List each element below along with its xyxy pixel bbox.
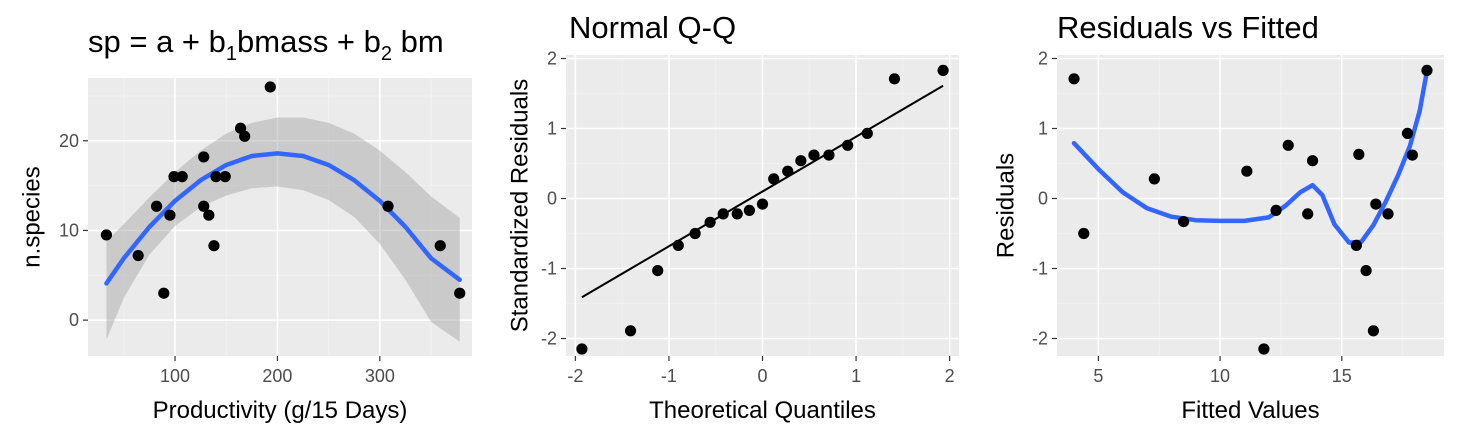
x-tick-label: 200 [262, 366, 292, 386]
y-tick-label: -2 [1032, 329, 1048, 349]
data-point [100, 229, 113, 241]
data-point [210, 171, 222, 183]
x-tick-label: 0 [757, 366, 767, 386]
data-point [1148, 173, 1160, 185]
x-axis-label: Productivity (g/15 Days) [153, 397, 408, 424]
data-point [1406, 149, 1418, 161]
data-point [1258, 343, 1270, 355]
y-axis-label: Residuals [993, 153, 1020, 258]
data-point [1360, 265, 1372, 277]
data-point [1382, 208, 1394, 220]
data-point [795, 155, 807, 167]
x-tick-label: 300 [365, 366, 395, 386]
data-point [861, 127, 873, 139]
panel-background [88, 78, 472, 356]
data-point [937, 64, 949, 76]
data-point [672, 239, 684, 251]
chart-panel-normal-qq: -2 -1 0 1 2 -2 -1 0 1 2 Theoretical Quantiles Stand… [507, 10, 959, 424]
data-point [1306, 155, 1319, 167]
x-tick-label: 2 [945, 366, 955, 386]
smooth-curve [1071, 68, 1430, 245]
y-tick-label: 0 [547, 189, 557, 209]
data-point [704, 216, 716, 228]
confidence-band [106, 117, 460, 342]
data-point [1401, 127, 1414, 139]
chart-title: Residuals vs Fitted [1057, 10, 1319, 45]
chart-title: Normal Q-Q [569, 10, 736, 45]
data-point [1370, 198, 1382, 210]
data-point [1078, 227, 1090, 240]
data-point [717, 208, 729, 220]
data-point [158, 287, 170, 299]
x-tick-label: 5 [1093, 366, 1103, 386]
data-point [1270, 204, 1282, 216]
data-point [151, 200, 163, 212]
data-point [239, 130, 251, 142]
data-point [454, 287, 466, 299]
data-point [1177, 216, 1190, 228]
fitted-curve [104, 151, 462, 286]
data-point [842, 139, 854, 151]
x-tick-label: 15 [1332, 366, 1352, 386]
data-point [198, 151, 210, 163]
x-axis-label: Fitted Values [1181, 397, 1319, 424]
y-tick-label: 2 [1038, 49, 1048, 69]
y-tick-label: 0 [69, 310, 79, 330]
data-point [168, 171, 180, 183]
data-point [624, 325, 637, 337]
data-point [1353, 148, 1365, 160]
data-point [1367, 325, 1380, 337]
y-axis-label: Standardized Residuals [507, 79, 534, 333]
reference-line [581, 84, 944, 299]
data-point [823, 149, 835, 161]
data-point [1421, 64, 1433, 76]
data-point [1068, 73, 1080, 85]
x-axis-label: Theoretical Quantiles [649, 397, 876, 424]
data-point [264, 81, 276, 93]
y-tick-label: 2 [547, 49, 557, 69]
data-point [576, 343, 588, 355]
y-tick-label: 10 [59, 220, 79, 240]
y-tick-label: 1 [547, 119, 557, 139]
x-tick-label: 100 [160, 366, 190, 386]
data-point [382, 200, 394, 212]
y-tick-label: -1 [1032, 259, 1048, 279]
chart-panel-productivity: 100 200 300 0 10 20 Productivity (g/15 Days) n.… [19, 24, 472, 424]
data-point [731, 208, 743, 220]
data-point [434, 240, 446, 252]
y-tick-label: 0 [1038, 189, 1048, 209]
data-point [756, 198, 769, 210]
x-tick-label: 10 [1210, 366, 1230, 386]
data-point [768, 173, 780, 185]
data-point [1350, 239, 1362, 251]
data-point [782, 165, 794, 177]
chart-title: sp = a + b1bmass + b2 bm [88, 24, 444, 65]
data-point [888, 73, 901, 85]
data-point [208, 240, 220, 252]
y-tick-label: 1 [1038, 119, 1048, 139]
chart-panel-residuals-vs-fitted: 5 10 15 -2 -1 0 1 2 Fitted Values Residuals Residu… [993, 10, 1444, 424]
data-point [1302, 208, 1314, 220]
data-point [164, 209, 176, 221]
data-point [198, 200, 210, 212]
y-tick-label: -2 [541, 329, 557, 349]
x-tick-label: -1 [661, 366, 677, 386]
data-point [743, 204, 756, 216]
data-point [808, 149, 820, 161]
y-tick-label: 20 [59, 131, 79, 151]
data-point [203, 209, 215, 221]
y-tick-label: -1 [541, 259, 557, 279]
x-tick-label: -2 [567, 366, 583, 386]
y-axis-label: n.species [19, 166, 46, 267]
data-point [1241, 165, 1253, 177]
data-point [1282, 139, 1294, 151]
data-point [176, 171, 188, 183]
data-point [219, 171, 231, 183]
data-point [652, 265, 664, 277]
data-point [689, 227, 701, 240]
x-tick-label: 1 [851, 366, 861, 386]
data-point [132, 249, 144, 262]
